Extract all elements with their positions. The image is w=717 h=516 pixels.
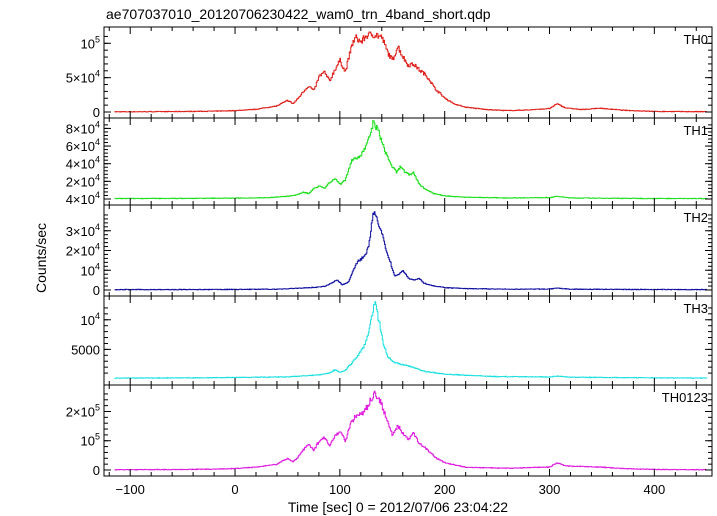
panel-frame: [103, 26, 713, 119]
panel-frame: [103, 384, 713, 477]
series-line-th0: [114, 31, 708, 113]
panel-frame: [103, 295, 713, 386]
panel-label: TH2: [683, 210, 708, 225]
series-line-th1: [114, 120, 708, 200]
panel-th0123: TH0123 0 105 2×105: [66, 384, 713, 478]
y-tick-label: 105: [81, 34, 100, 51]
chart-panels: TH005×104105TH14×1042×1044×1046×1048×104…: [66, 26, 713, 478]
series-line-th0123: [114, 390, 708, 471]
y-axis-label: Counts/sec: [33, 223, 49, 293]
y-tick-label: 104: [81, 311, 100, 328]
x-tick-label: 200: [434, 482, 456, 497]
y-tick-label: 0: [93, 283, 100, 298]
y-tick-label: 2×104: [66, 242, 100, 259]
y-tick-label: 6×104: [66, 137, 100, 154]
panel-label: TH0123: [662, 390, 708, 405]
x-tick-label: 300: [539, 482, 561, 497]
x-tick-label: 0: [231, 482, 238, 497]
panel-th2: TH2 0 104 2×104 3×104: [66, 204, 713, 298]
y-tick-label: 5×104: [66, 69, 100, 86]
panel-frame: [103, 204, 713, 297]
y-tick-label: 0: [93, 105, 100, 120]
y-tick-label: 4×104: [66, 155, 100, 172]
panel-th0: TH0 0 5×104 105: [66, 26, 713, 120]
x-tick-label: 100: [329, 482, 351, 497]
y-tick-label: 5000: [71, 342, 100, 357]
series-line-th3: [114, 301, 708, 379]
y-tick-label: 105: [81, 432, 100, 449]
x-tick-label: 400: [643, 482, 665, 497]
panel-label: TH0: [683, 32, 708, 47]
y-tick-label: 2×105: [66, 402, 100, 419]
panel-th3: TH3 5000 104: [71, 295, 713, 386]
series-line-th2: [114, 211, 708, 291]
panel-label: TH3: [683, 301, 708, 316]
y-tick-label: 2×104: [66, 172, 100, 189]
chart-title: ae707037010_20120706230422_wam0_trn_4ban…: [106, 6, 491, 22]
y-tick-label: 4×104: [66, 190, 100, 207]
y-tick-label: 3×104: [66, 222, 100, 239]
panel-frame: [103, 117, 713, 206]
y-tick-label: 104: [81, 261, 100, 278]
x-axis-label: Time [sec] 0 = 2012/07/06 23:04:22: [288, 499, 508, 515]
x-tick-label: −100: [116, 482, 145, 497]
panel-label: TH1: [683, 123, 708, 138]
x-axis-ticks: −100 0 100 200 300 400: [116, 482, 666, 497]
y-tick-label: 0: [93, 463, 100, 478]
y-tick-label: 8×104: [66, 119, 100, 136]
